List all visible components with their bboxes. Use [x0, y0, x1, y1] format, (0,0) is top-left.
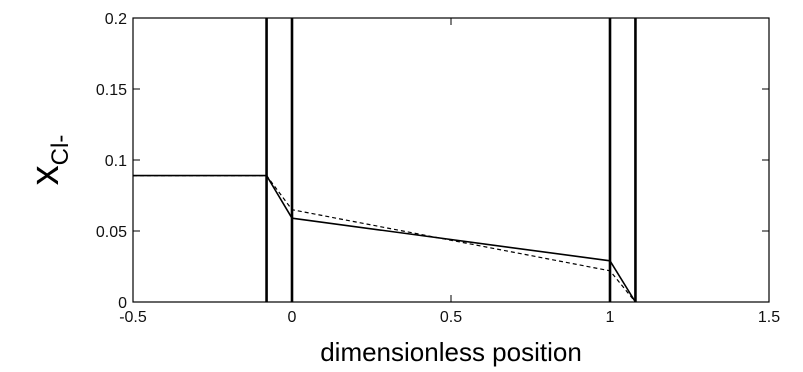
- x-tick-label: 0.5: [440, 309, 462, 326]
- dashed-series-line: [133, 175, 636, 303]
- boundary-lines: [265, 18, 637, 302]
- series-group: [133, 174, 637, 303]
- y-tick-label: 0: [118, 295, 127, 312]
- x-tick-label: 1.5: [758, 309, 780, 326]
- y-axis-label-main: x: [23, 165, 67, 185]
- y-tick-label: 0.1: [105, 153, 127, 170]
- solid-series-line: [133, 174, 637, 303]
- x-tick-label: -0.5: [119, 309, 147, 326]
- axis-ticks: [132, 17, 770, 303]
- y-axis-label: xCl-: [23, 135, 74, 186]
- y-tick-label: 0.05: [96, 224, 127, 241]
- x-tick-labels: -0.5 0 0.5 1 1.5: [119, 309, 780, 326]
- plot-area: [133, 18, 769, 302]
- y-tick-labels: 0 0.05 0.1 0.15 0.2: [96, 11, 127, 312]
- y-tick-label: 0.2: [105, 11, 127, 28]
- y-axis-label-sub: Cl-: [47, 135, 74, 166]
- x-tick-label: 1: [606, 309, 615, 326]
- x-tick-label: 0: [288, 309, 297, 326]
- svg-text:xCl-: xCl-: [23, 135, 74, 186]
- x-axis-label: dimensionless position: [320, 337, 582, 367]
- y-tick-label: 0.15: [96, 82, 127, 99]
